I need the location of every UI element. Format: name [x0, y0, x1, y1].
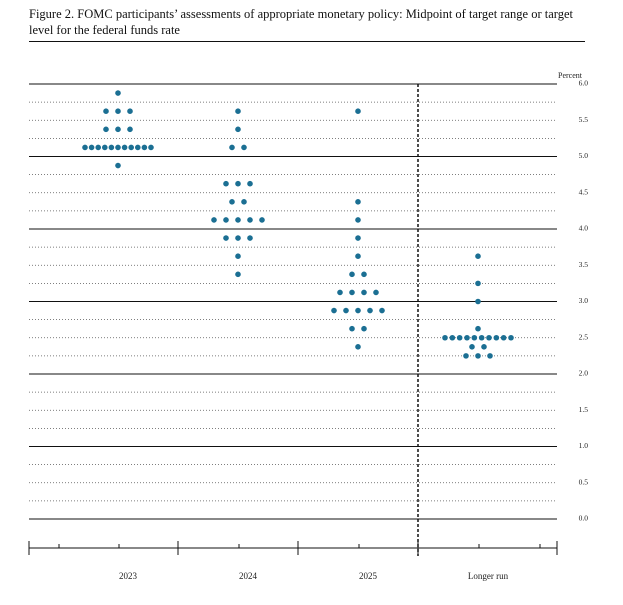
- dot: [487, 353, 493, 359]
- dot: [349, 289, 355, 296]
- dot: [115, 126, 121, 133]
- dot: [115, 90, 121, 96]
- dot: [349, 271, 355, 278]
- dot: [241, 199, 247, 205]
- dot: [469, 344, 475, 350]
- dot: [475, 298, 481, 305]
- x-tick-label: 2024: [239, 571, 258, 581]
- dot: [95, 144, 101, 151]
- dot: [442, 334, 448, 341]
- y-tick-label: 1.5: [579, 405, 589, 414]
- x-tick-label: 2023: [119, 571, 138, 581]
- dot: [475, 325, 481, 332]
- y-tick-label: 1.0: [579, 441, 589, 450]
- dot: [223, 180, 229, 187]
- dot: [361, 271, 367, 278]
- dot: [355, 344, 361, 350]
- dot: [102, 144, 108, 151]
- y-tick-label: 3.5: [579, 260, 589, 269]
- dot: [141, 144, 148, 151]
- dot: [475, 353, 481, 359]
- dot: [478, 334, 485, 341]
- dot: [223, 217, 229, 223]
- dot: [211, 217, 217, 223]
- dot: [471, 334, 478, 341]
- dot: [331, 307, 337, 314]
- dot: [115, 162, 121, 169]
- dot: [349, 325, 355, 332]
- y-tick-label: 2.5: [579, 332, 589, 341]
- dot: [355, 253, 361, 259]
- dot: [121, 144, 128, 151]
- dot: [379, 307, 385, 314]
- dot: [235, 217, 241, 223]
- dot: [449, 334, 456, 341]
- dot: [373, 289, 379, 296]
- dot: [235, 271, 241, 278]
- dot: [500, 334, 507, 341]
- y-tick-label: 3.0: [579, 296, 589, 305]
- y-tick-label: 5.5: [579, 115, 589, 124]
- dot: [493, 334, 500, 341]
- chart-title: Figure 2. FOMC participants’ assessments…: [29, 6, 585, 42]
- y-axis-label: Percent: [558, 71, 583, 80]
- dot: [135, 144, 141, 151]
- dot: [361, 289, 367, 296]
- y-tick-label: 0.5: [579, 477, 589, 486]
- y-tick-label: 6.0: [579, 79, 589, 88]
- dot: [103, 108, 109, 114]
- dot: [235, 126, 241, 133]
- y-tick-label: 5.0: [579, 151, 589, 160]
- dot: [148, 144, 154, 151]
- dot: [355, 199, 361, 205]
- dot: [235, 108, 241, 114]
- dot: [475, 253, 481, 259]
- dot: [259, 217, 265, 223]
- dot: [355, 235, 361, 241]
- x-tick-label: 2025: [359, 571, 378, 581]
- dot: [343, 307, 349, 314]
- dot: [103, 126, 109, 133]
- dot: [508, 334, 514, 341]
- dot: [235, 180, 241, 187]
- dot: [247, 217, 253, 223]
- dot: [223, 235, 229, 241]
- dot: [235, 253, 241, 259]
- dot: [361, 325, 367, 332]
- dot: [355, 217, 361, 223]
- dot: [475, 280, 481, 287]
- dot: [355, 108, 361, 114]
- dot: [247, 235, 253, 241]
- y-tick-label: 4.0: [579, 224, 589, 233]
- dot: [229, 199, 235, 205]
- dot: [127, 108, 133, 114]
- dot: [367, 307, 373, 314]
- dot: [229, 144, 235, 151]
- x-tick-label: Longer run: [468, 571, 509, 581]
- dot: [127, 126, 133, 133]
- dot: [108, 144, 115, 151]
- dot: [115, 108, 121, 114]
- dot: [481, 344, 487, 350]
- dot: [82, 144, 88, 151]
- dot: [463, 353, 469, 359]
- dot: [355, 307, 361, 314]
- dot: [247, 180, 253, 187]
- y-tick-label: 0.0: [579, 514, 589, 523]
- y-tick-label: 4.5: [579, 187, 589, 196]
- dot: [128, 144, 134, 151]
- dot: [486, 334, 492, 341]
- dot: [456, 334, 463, 341]
- dot: [235, 235, 241, 241]
- dot: [88, 144, 95, 151]
- dot: [337, 289, 343, 296]
- dot: [241, 144, 247, 151]
- y-tick-label: 2.0: [579, 369, 589, 378]
- dot: [464, 334, 470, 341]
- dot: [115, 144, 121, 151]
